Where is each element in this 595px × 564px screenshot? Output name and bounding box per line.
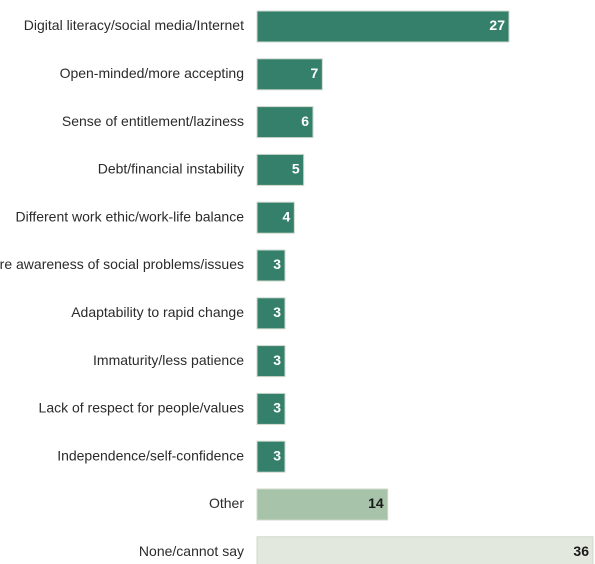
bar <box>256 10 510 43</box>
category-label: Adaptability to rapid change <box>71 304 244 320</box>
bar <box>256 536 594 564</box>
bar <box>256 297 286 330</box>
category-label: Debt/financial instability <box>98 161 244 177</box>
bar <box>256 392 286 425</box>
value-label: 3 <box>273 447 281 463</box>
category-label: Other <box>209 495 244 511</box>
value-label: 5 <box>292 161 300 177</box>
bar <box>256 249 286 282</box>
category-label: None/cannot say <box>139 543 244 559</box>
category-label: Open-minded/more accepting <box>60 65 244 81</box>
value-label: 6 <box>301 113 309 129</box>
value-label: 7 <box>311 65 319 81</box>
category-label: Immaturity/less patience <box>93 352 244 368</box>
category-label: Different work ethic/work-life balance <box>15 208 244 224</box>
value-label: 14 <box>368 495 384 511</box>
value-label: 3 <box>273 400 281 416</box>
bar <box>256 488 389 521</box>
value-label: 3 <box>273 304 281 320</box>
value-label: 3 <box>273 352 281 368</box>
bar <box>256 440 286 473</box>
value-label: 36 <box>573 543 589 559</box>
value-label: 4 <box>283 208 291 224</box>
category-label: Sense of entitlement/laziness <box>62 113 244 129</box>
bar <box>256 153 305 186</box>
bar <box>256 106 314 139</box>
category-label: More awareness of social problems/issues <box>0 256 244 272</box>
bar <box>256 58 323 91</box>
value-label: 3 <box>273 256 281 272</box>
category-label: Independence/self-confidence <box>57 447 244 463</box>
bar <box>256 345 286 378</box>
category-label: Digital literacy/social media/Internet <box>24 17 244 33</box>
bar <box>256 201 295 234</box>
category-label: Lack of respect for people/values <box>39 400 244 416</box>
value-label: 27 <box>489 17 505 33</box>
